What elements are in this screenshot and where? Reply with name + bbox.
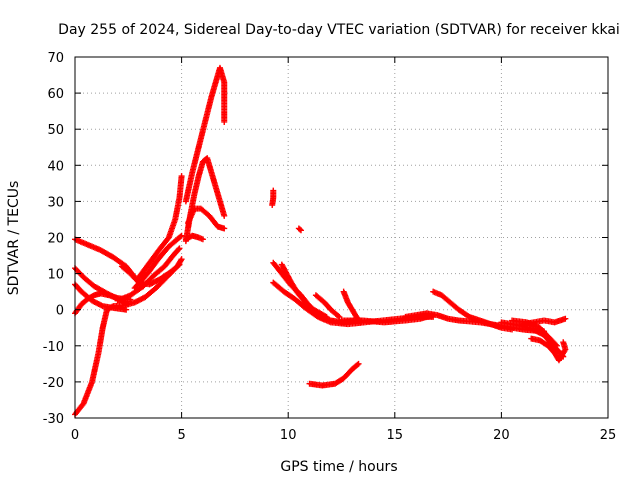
data-point — [354, 361, 361, 368]
data-point — [199, 236, 206, 243]
plot-border — [74, 56, 609, 419]
data-point — [509, 326, 516, 333]
data-point — [296, 226, 303, 233]
data-point — [178, 256, 185, 263]
x-axis-label: GPS time / hours — [280, 459, 397, 475]
data-marks — [72, 64, 569, 418]
series-track-8 — [135, 173, 185, 281]
y-tick-label: 60 — [47, 87, 64, 102]
data-point — [177, 233, 184, 240]
y-tick-label: 50 — [47, 123, 64, 138]
y-tick-label: 0 — [56, 304, 64, 319]
series-track-18 — [278, 261, 330, 320]
y-tick-label: 20 — [47, 232, 64, 247]
data-point — [553, 342, 560, 349]
series-track-27 — [528, 335, 569, 364]
data-point — [221, 118, 228, 125]
y-tick-label: 70 — [47, 51, 64, 66]
data-point — [221, 212, 228, 219]
y-axis-label: SDTVAR / TECUs — [6, 181, 22, 296]
x-tick-label: 15 — [387, 428, 404, 443]
data-point — [178, 173, 185, 180]
data-point — [175, 262, 182, 269]
series-track-20 — [340, 288, 364, 326]
series-track-9 — [131, 232, 185, 292]
data-point — [269, 202, 276, 209]
data-point — [221, 225, 228, 232]
data-point — [560, 339, 567, 346]
data-point — [176, 261, 183, 268]
y-tick-label: -20 — [43, 376, 64, 391]
data-point — [323, 313, 330, 320]
data-point — [336, 313, 343, 320]
data-point — [552, 341, 559, 348]
series-track-12 — [184, 205, 228, 232]
data-point — [297, 227, 304, 234]
series-track-24 — [430, 288, 516, 333]
series-track-22 — [306, 360, 362, 389]
series-track-19 — [312, 292, 343, 320]
data-point — [175, 246, 182, 253]
axis-ticks: 0 5 10 15 20 25 -30 -20 -10 0 10 20 30 40 50 60 70 — [43, 51, 617, 443]
x-tick-label: 25 — [600, 428, 617, 443]
series-track-7 — [118, 261, 183, 288]
data-point — [177, 257, 184, 264]
data-point — [355, 360, 362, 367]
x-tick-label: 10 — [280, 428, 297, 443]
series-track-28 — [509, 317, 560, 349]
data-point — [178, 232, 185, 239]
data-point — [335, 312, 342, 319]
y-tick-label: 10 — [47, 268, 64, 283]
series-track-10 — [182, 155, 228, 245]
y-tick-label: 30 — [47, 195, 64, 210]
data-point — [109, 303, 116, 310]
series-track-13 — [182, 232, 206, 243]
series-track-15 — [295, 225, 304, 234]
series-track-14 — [269, 187, 277, 209]
chart-title: Day 255 of 2024, Sidereal Day-to-day VTE… — [58, 22, 620, 38]
x-tick-label: 0 — [71, 428, 79, 443]
y-tick-label: -30 — [43, 412, 64, 427]
grid — [75, 57, 608, 418]
y-tick-label: -10 — [43, 340, 64, 355]
data-point — [322, 313, 329, 320]
series-track-3 — [72, 281, 130, 313]
data-point — [562, 315, 569, 322]
y-tick-label: 40 — [47, 159, 64, 174]
series-track-11 — [182, 64, 228, 205]
data-point — [176, 245, 183, 252]
x-tick-label: 20 — [493, 428, 510, 443]
x-tick-label: 5 — [177, 428, 185, 443]
